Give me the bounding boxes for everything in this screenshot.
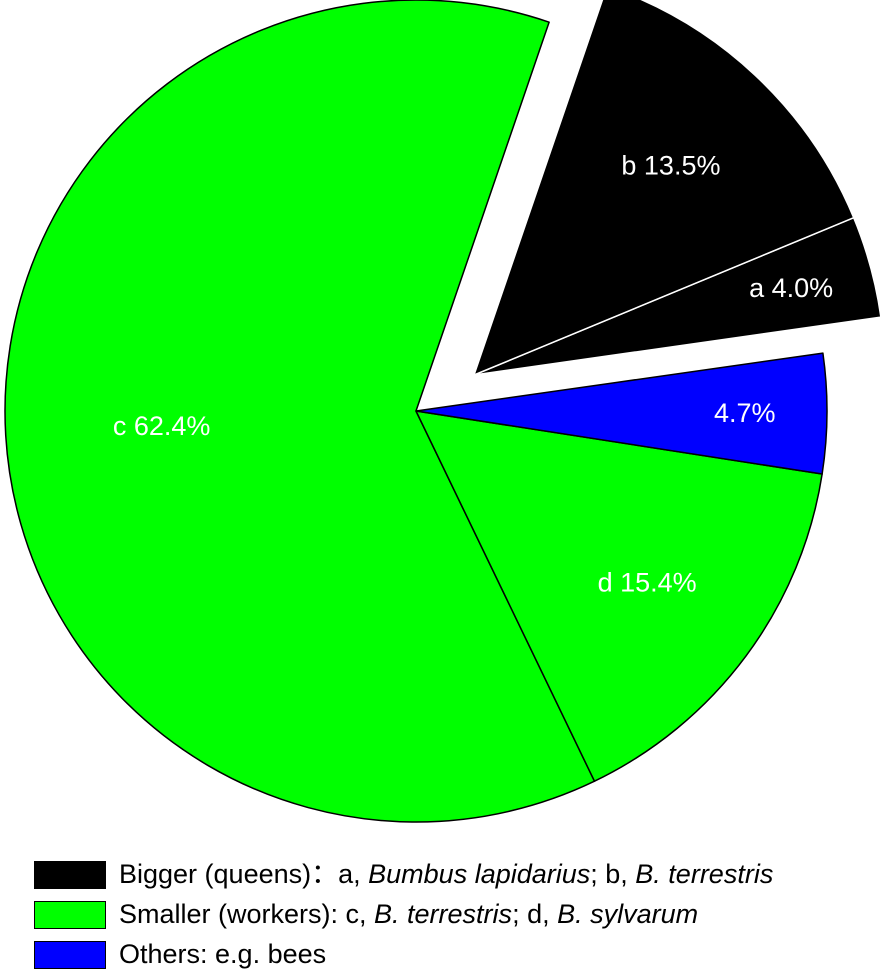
slice-label-c: c 62.4%	[113, 411, 211, 441]
pie-slice-d	[415, 410, 823, 782]
legend-label: Others: e.g. bees	[119, 939, 327, 969]
slice-label-a: a 4.0%	[749, 273, 833, 303]
legend-swatch	[34, 901, 106, 929]
slice-label-d: d 15.4%	[598, 567, 697, 597]
legend-label: Smaller (workers): c, B. terrestris; d, …	[119, 899, 699, 929]
legend-item-others: Others: e.g. bees	[34, 935, 894, 975]
legend-swatch	[34, 861, 106, 889]
legend-item-smaller-workers: Smaller (workers): c, B. terrestris; d, …	[34, 895, 894, 935]
pie-slice-b	[473, 0, 855, 376]
legend-label: Bigger (queens)：a, Bumbus lapidarius; b,…	[119, 859, 774, 889]
slice-label-b: b 13.5%	[621, 150, 720, 180]
legend-swatch	[34, 941, 106, 969]
pie-chart: a 4.0% b 13.5% c 62.4% d 15.4% 4.7%	[4, 0, 882, 823]
legend: Bigger (queens)：a, Bumbus lapidarius; b,…	[34, 855, 894, 975]
slice-label-others: 4.7%	[714, 398, 776, 428]
pie-slice-c	[4, 0, 596, 823]
pie-slice-others	[415, 352, 828, 475]
legend-item-bigger-queens: Bigger (queens)：a, Bumbus lapidarius; b,…	[34, 855, 894, 895]
